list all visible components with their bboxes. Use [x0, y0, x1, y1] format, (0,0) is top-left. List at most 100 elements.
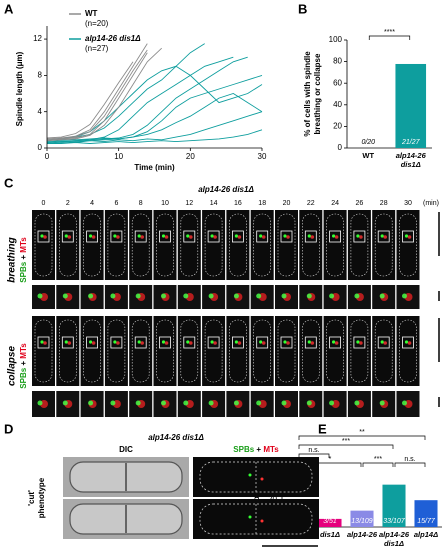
zoom-box	[207, 336, 220, 349]
micrograph	[323, 210, 347, 280]
y-tick-label: 60	[333, 78, 342, 87]
cell-outline	[156, 319, 174, 383]
spindle-trace	[46, 74, 263, 144]
mt-signal	[164, 235, 169, 239]
zoom-box	[37, 230, 50, 243]
spb-signal	[332, 234, 336, 238]
micrograph	[250, 316, 274, 386]
zoom-box	[231, 336, 244, 349]
cell-outline	[301, 319, 320, 383]
bar	[318, 518, 342, 527]
zoom-spb	[379, 400, 385, 406]
cell-outline	[277, 319, 296, 383]
spindle-trace	[47, 129, 263, 144]
zoom-spb	[62, 400, 68, 406]
zoom-box	[61, 336, 74, 349]
spb-signal	[234, 340, 238, 344]
micrograph	[396, 316, 420, 386]
cell-outline	[204, 319, 223, 383]
mt-signal	[213, 341, 217, 345]
mt-signal	[116, 235, 120, 239]
significance-bracket	[362, 462, 394, 467]
spindle-trace	[46, 65, 263, 142]
significance-bracket	[298, 435, 426, 440]
spb-signal	[64, 340, 68, 344]
micrograph	[202, 316, 226, 386]
zoom-box	[353, 230, 366, 243]
y-tick-label: 20	[333, 122, 342, 131]
zoom-box	[37, 336, 50, 349]
micrograph	[323, 316, 347, 386]
mt-signal	[261, 341, 266, 345]
spb-signal	[40, 340, 44, 344]
cell-outline	[180, 213, 199, 277]
mt-signal	[237, 235, 242, 239]
micrograph	[372, 316, 396, 386]
time-label: 10	[161, 200, 169, 207]
zoom-spb	[208, 400, 214, 406]
zoom-box	[329, 336, 342, 349]
spb-signal	[380, 234, 384, 238]
spindle-trace	[46, 49, 148, 141]
panel-title: alp14-26 dis1Δ	[148, 433, 204, 442]
side-label: 'cut'	[27, 490, 36, 506]
category-label: alp14-26	[396, 151, 427, 160]
zoom-spb	[402, 293, 407, 299]
time-label: 22	[307, 200, 315, 207]
mt-signal	[310, 235, 315, 239]
cell-outline	[253, 319, 271, 383]
zoom-box	[377, 230, 390, 243]
mt-signal	[189, 235, 193, 239]
spindle-trace	[46, 61, 134, 139]
zoom-box	[110, 230, 123, 243]
spindle-trace	[46, 43, 148, 140]
cell-outline	[156, 213, 174, 277]
micrograph	[299, 210, 323, 280]
spb-signal	[161, 234, 166, 238]
micrograph	[226, 210, 250, 280]
mt-signal	[261, 235, 266, 239]
cell-outline	[277, 213, 296, 277]
zoom-box	[256, 230, 269, 243]
y-tick-label: 0	[38, 143, 43, 152]
zoom-box	[402, 336, 414, 349]
cell-outline	[131, 319, 150, 383]
zoom-box	[134, 336, 147, 349]
cell-outline	[350, 213, 369, 277]
spb-signal	[186, 234, 190, 238]
zoom-spb	[88, 400, 94, 406]
zoom-spb	[161, 400, 166, 406]
time-label: 26	[356, 200, 364, 207]
channel-mts: MTs	[19, 237, 28, 253]
micrograph	[177, 210, 201, 280]
micrograph	[129, 316, 153, 386]
zoom-spb	[402, 400, 407, 406]
cell-outline	[34, 319, 53, 383]
zoom-spb	[281, 400, 287, 406]
mt-signal	[407, 235, 412, 239]
zoom-spb	[110, 400, 116, 406]
fluor-mt	[260, 477, 264, 481]
cell-outline	[253, 213, 271, 277]
micrograph	[275, 210, 298, 280]
bar	[414, 500, 438, 527]
time-label: 0	[42, 200, 46, 207]
zoom-box	[86, 230, 98, 243]
zoom-box	[280, 336, 293, 349]
spb-signal	[356, 340, 360, 344]
value-label: 3/51	[323, 518, 337, 525]
mt-signal	[91, 341, 96, 345]
zoom-box	[183, 230, 196, 243]
micrograph	[396, 210, 420, 280]
cell-outline	[131, 213, 150, 277]
spb-signal	[64, 234, 68, 238]
cell-outline	[374, 319, 393, 383]
spb-signal	[356, 234, 360, 238]
mt-signal	[213, 235, 217, 239]
micrograph	[226, 316, 250, 386]
micrograph	[104, 316, 128, 386]
mt-signal	[334, 341, 339, 345]
panel-label: C	[4, 175, 14, 190]
spindle-trace	[46, 43, 205, 142]
zoom-spb	[281, 293, 287, 299]
